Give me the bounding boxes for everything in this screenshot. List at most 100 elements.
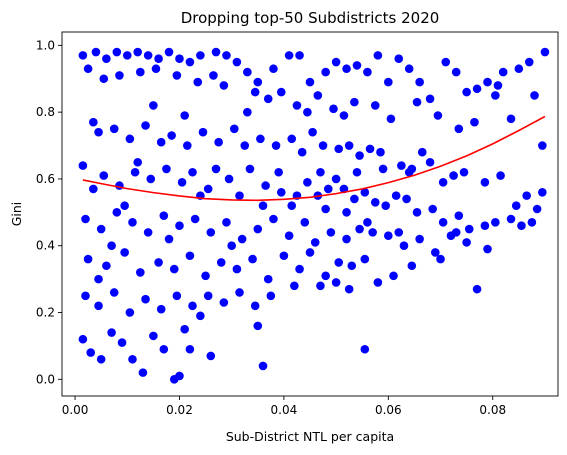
data-point — [480, 177, 490, 187]
data-point — [256, 134, 265, 144]
data-point — [112, 208, 122, 217]
data-point — [373, 278, 383, 287]
x-tick-label: 0.04 — [271, 403, 298, 417]
data-point — [143, 228, 153, 237]
data-point — [331, 174, 341, 184]
y-axis-label: Gini — [9, 202, 24, 227]
data-point — [266, 291, 276, 301]
data-point — [117, 338, 127, 347]
data-point — [352, 61, 362, 70]
data-point — [193, 77, 203, 87]
data-point — [373, 51, 383, 60]
data-point — [128, 354, 137, 364]
data-point — [196, 51, 205, 60]
data-point — [136, 268, 145, 277]
data-point — [441, 57, 451, 67]
x-axis-label: Sub-District NTL per capita — [226, 429, 394, 444]
data-point — [99, 74, 109, 84]
data-point — [386, 114, 396, 124]
data-point — [360, 187, 370, 197]
data-point — [483, 77, 492, 87]
data-point — [451, 67, 461, 77]
data-point — [258, 361, 268, 371]
data-point — [279, 251, 289, 261]
data-point — [389, 271, 398, 281]
data-point — [425, 94, 435, 104]
data-point — [206, 228, 216, 237]
data-point — [222, 218, 231, 227]
data-point — [156, 137, 166, 147]
data-point — [428, 204, 437, 214]
data-point — [235, 288, 244, 297]
data-point — [159, 344, 169, 354]
data-point — [517, 221, 526, 230]
data-point — [188, 167, 197, 177]
data-point — [394, 228, 404, 237]
data-point — [209, 71, 218, 80]
data-point — [149, 101, 158, 110]
data-point — [185, 57, 195, 67]
data-point — [154, 54, 163, 64]
data-point — [472, 84, 482, 94]
data-point — [347, 261, 357, 271]
y-axis: 0.0 0.2 0.4 0.6 0.8 1.0 — [36, 38, 62, 386]
data-point — [112, 47, 122, 57]
data-point — [245, 164, 255, 174]
data-point — [167, 131, 176, 140]
data-point — [214, 137, 223, 147]
data-point — [417, 147, 427, 157]
data-point — [287, 201, 297, 210]
data-point — [493, 81, 503, 90]
data-point — [394, 54, 404, 64]
data-point — [331, 278, 341, 287]
data-point — [339, 111, 349, 120]
x-tick-label: 0.02 — [166, 403, 193, 417]
data-point — [334, 258, 344, 267]
data-point — [342, 234, 351, 244]
chart-title: Dropping top-50 Subdistricts 2020 — [181, 9, 440, 27]
data-point — [175, 221, 184, 230]
data-point — [250, 301, 260, 311]
data-point — [384, 231, 393, 241]
data-point — [538, 141, 547, 150]
fit-line — [82, 115, 546, 202]
data-point — [159, 211, 169, 220]
data-point — [415, 234, 424, 244]
data-point — [243, 67, 252, 77]
data-point — [115, 71, 124, 80]
data-point — [438, 177, 448, 187]
data-point — [164, 234, 174, 244]
data-point — [250, 87, 260, 97]
data-point — [449, 171, 458, 180]
data-point — [107, 241, 116, 251]
data-point — [128, 218, 137, 227]
data-point — [532, 204, 542, 214]
data-point — [276, 87, 286, 97]
data-point — [496, 171, 505, 180]
data-point — [376, 147, 385, 157]
data-point — [109, 288, 119, 297]
data-point — [141, 294, 150, 304]
data-point — [164, 47, 174, 57]
data-point — [295, 264, 304, 274]
data-point — [183, 141, 192, 150]
data-point — [530, 91, 539, 100]
data-point — [196, 311, 205, 321]
data-point — [522, 191, 531, 200]
data-point — [107, 328, 116, 337]
data-point — [391, 191, 401, 200]
data-point — [222, 51, 231, 60]
data-point — [146, 174, 156, 184]
data-point — [253, 77, 263, 87]
data-point — [219, 298, 229, 307]
data-point — [438, 218, 448, 227]
data-point — [350, 194, 359, 204]
data-point — [203, 291, 213, 301]
data-point — [240, 141, 250, 150]
data-point — [297, 147, 307, 157]
data-point — [407, 261, 417, 271]
data-point — [360, 344, 370, 354]
data-point — [472, 284, 482, 294]
data-point — [271, 141, 281, 150]
data-point — [342, 208, 351, 217]
